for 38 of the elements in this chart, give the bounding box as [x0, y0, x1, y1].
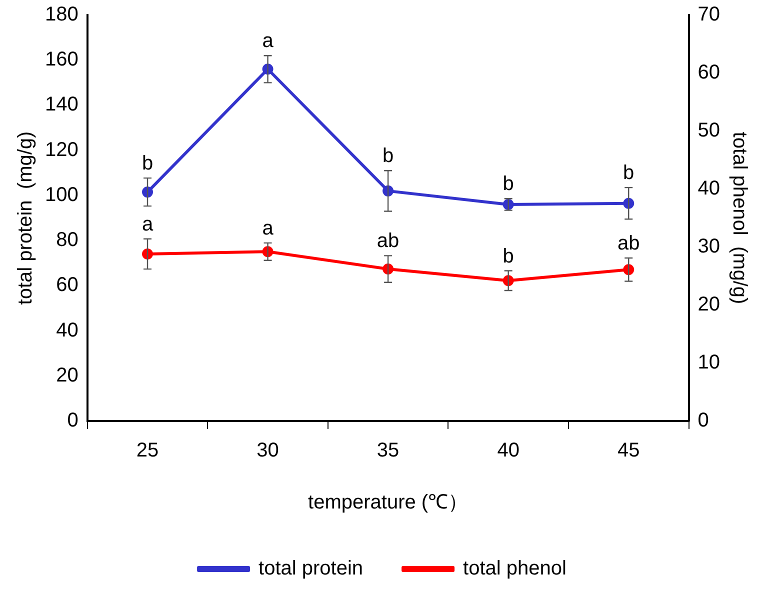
y2-tick-label: 50	[698, 120, 720, 142]
annotation: a	[142, 213, 154, 236]
y2-tick-label: 20	[698, 294, 720, 316]
y2-tick-label: 30	[698, 236, 720, 258]
y2-tick-label: 60	[698, 62, 720, 84]
y-tick-label: 0	[67, 410, 78, 432]
y2-axis-title: total phenol (mg/g)	[728, 132, 750, 304]
x-tick-label: 25	[136, 440, 159, 462]
y-tick-label: 40	[56, 319, 78, 342]
y2-tick-label: 70	[698, 4, 720, 26]
y-axis-title: total protein (mg/g)	[14, 131, 37, 305]
y2-tick-label: 40	[698, 178, 720, 200]
y-tick-label: 20	[56, 364, 78, 386]
x-axis-title: temperature (℃）	[308, 492, 468, 514]
y-tick-label: 80	[56, 229, 78, 252]
y-tick-label: 60	[56, 274, 78, 296]
x-tick-label: 35	[376, 440, 400, 462]
y2-tick-label: 0	[698, 410, 709, 432]
annotation: ab	[376, 230, 400, 252]
x-tick-label: 45	[617, 440, 640, 462]
y-tick-label: 140	[44, 94, 78, 116]
annotation: b	[623, 162, 634, 184]
y-tick-label: 160	[44, 48, 78, 71]
annotation: a	[262, 30, 274, 52]
annotation: b	[142, 152, 154, 175]
legend-label: total phenol	[463, 558, 566, 580]
annotation: b	[502, 173, 514, 196]
annotation: a	[262, 217, 274, 240]
x-tick-label: 40	[497, 440, 520, 462]
annotation: b	[382, 145, 394, 168]
x-tick-label: 30	[256, 440, 279, 462]
annotation: b	[502, 245, 514, 268]
y-tick-label: 100	[44, 184, 78, 206]
annotation: ab	[617, 232, 640, 255]
y-tick-label: 180	[44, 4, 78, 26]
legend-label: total protein	[258, 558, 364, 580]
y-tick-label: 120	[44, 138, 78, 161]
y2-tick-label: 10	[698, 352, 720, 374]
